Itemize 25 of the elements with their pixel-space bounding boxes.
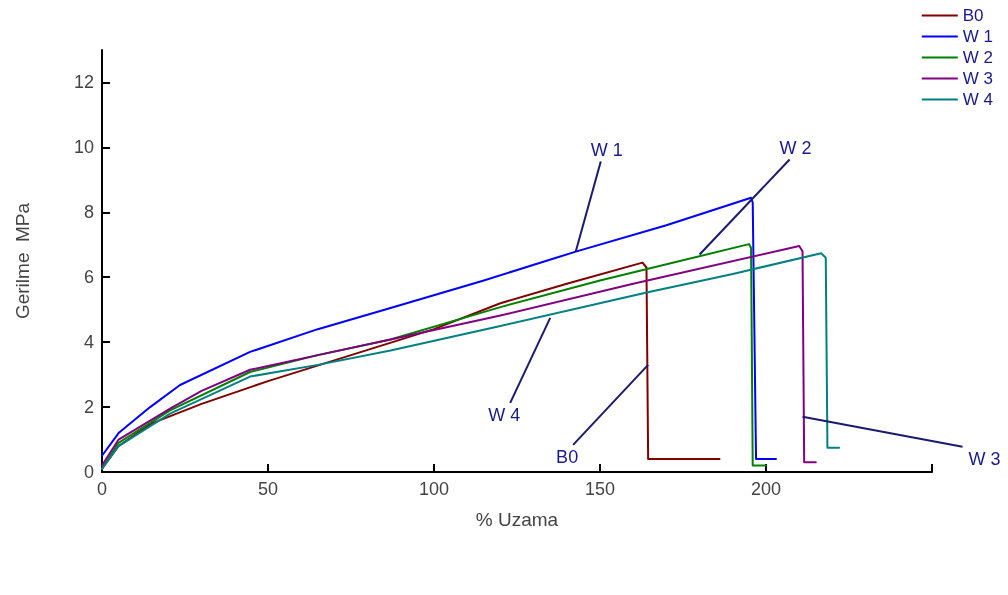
y-tick-label: 6 xyxy=(83,267,94,288)
x-tick-label: 200 xyxy=(750,479,782,499)
legend-label: W 3 xyxy=(962,69,994,88)
x-tick-label: 50 xyxy=(257,479,279,499)
annotation: W 2 xyxy=(779,137,812,158)
line-series xyxy=(101,196,777,461)
annotation: B0 xyxy=(556,446,579,467)
legend-label: B0 xyxy=(962,6,984,25)
legend-label: W 4 xyxy=(962,90,994,109)
x-tick-label: 150 xyxy=(584,479,616,499)
y-tick-label: 0 xyxy=(83,462,94,482)
x-tick-label: 0 xyxy=(96,479,108,499)
y-tick-label: 12 xyxy=(73,72,94,93)
annotation: W 1 xyxy=(590,139,623,160)
legend-label: W 1 xyxy=(962,27,994,46)
y-tick-label: 8 xyxy=(83,202,94,223)
annotation: W 3 xyxy=(968,448,1001,469)
y-tick-label: 10 xyxy=(73,137,94,158)
y-tick-label: 4 xyxy=(83,332,94,353)
annotation: W 4 xyxy=(488,404,521,425)
x-axis-title: % Uzama xyxy=(475,509,559,530)
x-tick-label: 100 xyxy=(418,479,450,499)
legend-label: W 2 xyxy=(962,48,994,67)
y-axis-title: Gerilme MPa xyxy=(12,202,33,320)
y-tick-label: 2 xyxy=(83,397,94,418)
